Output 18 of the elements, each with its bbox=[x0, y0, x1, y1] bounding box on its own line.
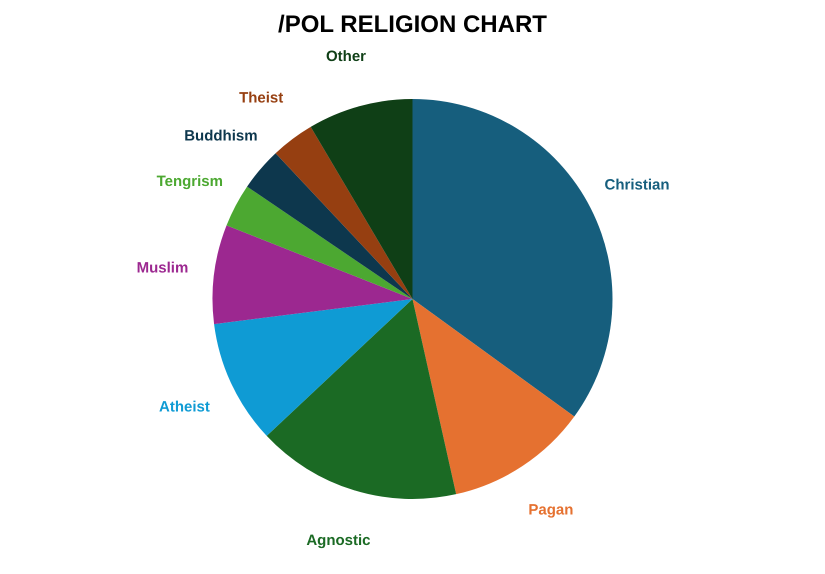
pie-slice bbox=[310, 99, 412, 299]
pie-slice bbox=[266, 299, 456, 499]
pie-slice bbox=[214, 299, 412, 436]
pie-slice bbox=[247, 153, 412, 299]
slice-label: Pagan bbox=[528, 502, 574, 519]
pie-slice bbox=[226, 186, 412, 299]
slice-label: Muslim bbox=[136, 259, 188, 276]
pie-slice bbox=[412, 299, 574, 494]
chart-title: /POL RELIGION CHART bbox=[278, 10, 548, 38]
pie-slice bbox=[212, 225, 412, 324]
pie-slice bbox=[276, 126, 412, 299]
slice-label: Atheist bbox=[159, 398, 210, 416]
slice-label: Other bbox=[326, 48, 366, 65]
slice-label: Buddhism bbox=[184, 127, 258, 144]
slice-label: Christian bbox=[604, 176, 670, 194]
slice-label: Tengrism bbox=[156, 173, 223, 190]
slice-label: Theist bbox=[239, 89, 284, 106]
slice-label: Agnostic bbox=[306, 532, 370, 549]
